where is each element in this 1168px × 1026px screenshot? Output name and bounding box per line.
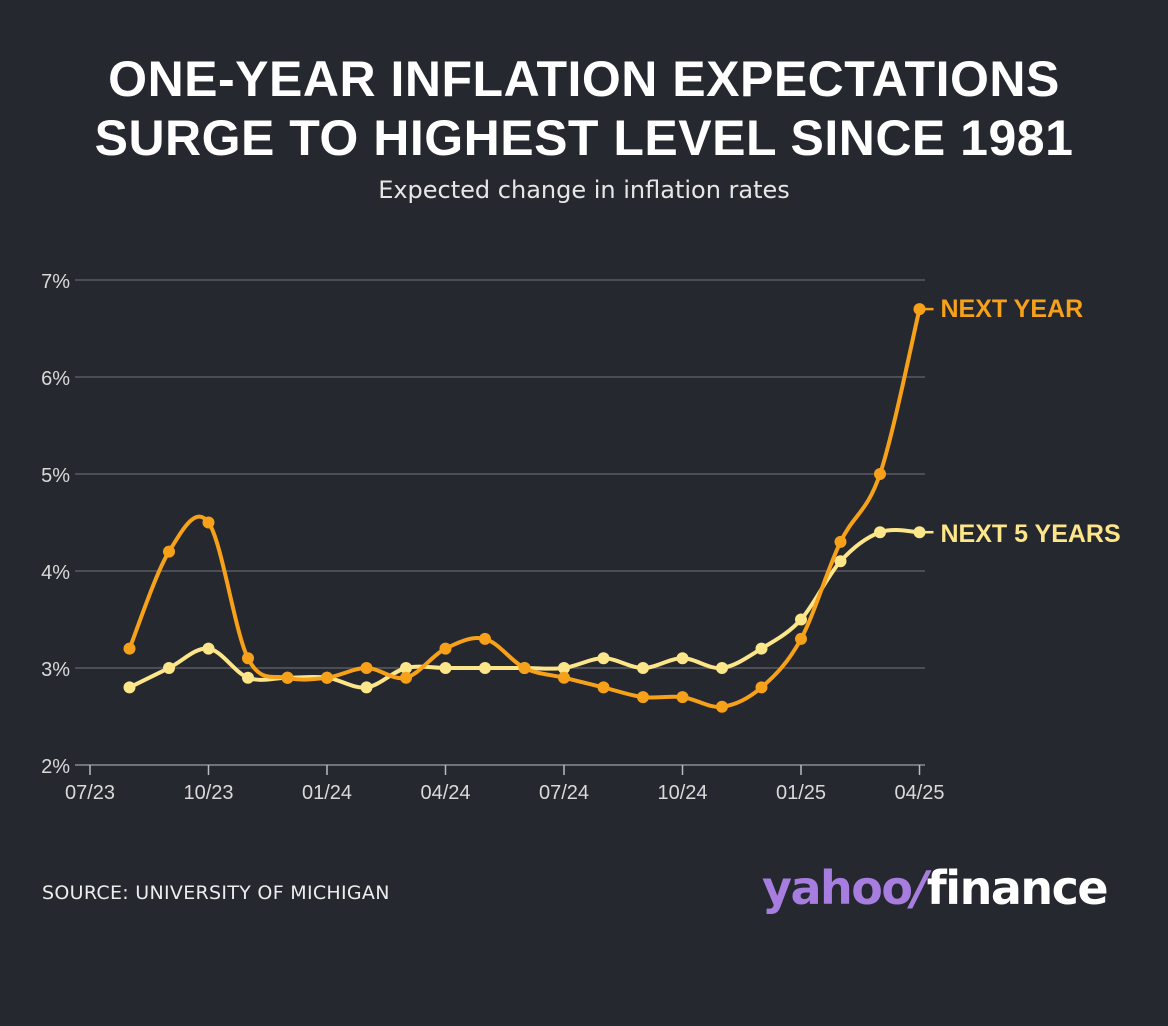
data-point bbox=[874, 468, 886, 480]
data-point bbox=[637, 691, 649, 704]
y-tick-label: 2% bbox=[41, 756, 70, 778]
series-line bbox=[127, 307, 922, 709]
chart-subtitle: Expected change in inflation rates bbox=[378, 176, 790, 204]
data-point bbox=[518, 662, 531, 674]
x-tick-label: 07/23 bbox=[65, 782, 115, 804]
data-point bbox=[874, 526, 886, 539]
data-point bbox=[163, 545, 175, 558]
data-point bbox=[755, 642, 768, 655]
data-point bbox=[597, 652, 610, 665]
x-tick-label: 04/25 bbox=[894, 782, 944, 804]
series-label: NEXT YEAR bbox=[941, 295, 1084, 323]
data-point bbox=[202, 516, 215, 529]
data-point bbox=[400, 671, 412, 684]
data-point bbox=[834, 555, 847, 568]
x-tick-label: 04/24 bbox=[420, 782, 470, 804]
data-point bbox=[716, 662, 728, 674]
data-point bbox=[202, 642, 215, 655]
data-point bbox=[242, 671, 254, 684]
data-point bbox=[439, 642, 452, 655]
data-point bbox=[321, 671, 333, 684]
x-tick-label: 01/24 bbox=[302, 782, 352, 804]
data-point bbox=[637, 662, 649, 674]
data-point bbox=[479, 632, 491, 645]
data-point bbox=[597, 681, 610, 694]
data-point bbox=[676, 652, 689, 665]
series-label: NEXT 5 YEARS bbox=[941, 520, 1121, 548]
data-point bbox=[676, 691, 689, 704]
data-point bbox=[242, 652, 254, 665]
data-point bbox=[558, 671, 570, 684]
x-tick-label: 01/25 bbox=[776, 782, 826, 804]
data-point bbox=[558, 662, 570, 674]
x-tick-label: 10/24 bbox=[657, 782, 707, 804]
data-point bbox=[795, 613, 807, 626]
y-tick-label: 7% bbox=[41, 271, 70, 293]
source-note: SOURCE: UNIVERSITY OF MICHIGAN bbox=[42, 882, 390, 904]
brand-slash: / bbox=[911, 861, 928, 915]
data-point bbox=[795, 632, 807, 645]
data-point bbox=[716, 700, 728, 713]
y-tick-label: 4% bbox=[41, 562, 70, 584]
title-line-2: SURGE TO HIGHEST LEVEL SINCE 1981 bbox=[94, 110, 1074, 166]
data-point bbox=[834, 535, 847, 548]
data-point bbox=[360, 662, 373, 674]
y-tick-label: 5% bbox=[41, 465, 70, 487]
data-point bbox=[281, 671, 294, 684]
x-tick-label: 10/23 bbox=[183, 782, 233, 804]
data-point bbox=[755, 681, 768, 694]
yahoo-finance-logo: yahoo/finance bbox=[762, 858, 1109, 918]
data-point bbox=[479, 662, 491, 674]
data-point bbox=[400, 662, 412, 674]
data-point bbox=[123, 681, 136, 694]
data-point bbox=[360, 681, 373, 694]
x-tick-label: 07/24 bbox=[539, 782, 589, 804]
data-point bbox=[163, 662, 175, 674]
brand-yahoo: yahoo bbox=[762, 861, 913, 915]
data-point bbox=[123, 642, 136, 655]
brand-finance: finance bbox=[926, 861, 1109, 915]
y-tick-label: 3% bbox=[41, 659, 70, 681]
chart-title: ONE-YEAR INFLATION EXPECTATIONS SURGE TO… bbox=[0, 50, 1168, 168]
title-line-1: ONE-YEAR INFLATION EXPECTATIONS bbox=[108, 51, 1060, 107]
y-tick-label: 6% bbox=[41, 368, 70, 390]
data-point bbox=[439, 662, 452, 674]
